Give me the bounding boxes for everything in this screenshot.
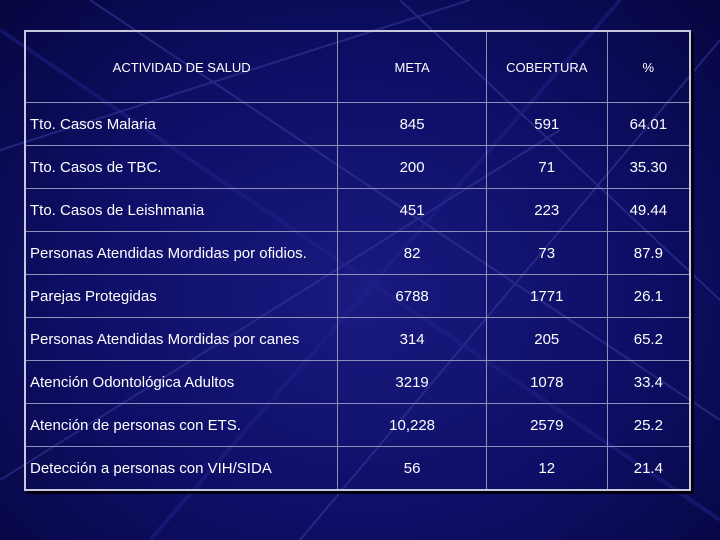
cell-meta: 314 <box>337 317 487 361</box>
table-row: Personas Atendidas Mordidas por canes 31… <box>24 317 691 361</box>
cell-cobertura: 1771 <box>485 274 608 318</box>
cell-cobertura: 2579 <box>485 403 608 447</box>
cell-percent: 21.4 <box>606 446 691 491</box>
cell-actividad: Detección a personas con VIH/SIDA <box>24 446 339 491</box>
cell-percent: 65.2 <box>606 317 691 361</box>
cell-meta: 3219 <box>337 360 487 404</box>
table-row: Detección a personas con VIH/SIDA 56 12 … <box>24 446 691 491</box>
cell-cobertura: 591 <box>485 102 608 146</box>
cell-actividad: Tto. Casos de TBC. <box>24 145 339 189</box>
cell-meta: 10,228 <box>337 403 487 447</box>
table-row: Atención Odontológica Adultos 3219 1078 … <box>24 360 691 404</box>
table-row: Parejas Protegidas 6788 1771 26.1 <box>24 274 691 318</box>
table-row: Tto. Casos de TBC. 200 71 35.30 <box>24 145 691 189</box>
table-row: Tto. Casos de Leishmania 451 223 49.44 <box>24 188 691 232</box>
cell-meta: 845 <box>337 102 487 146</box>
cell-meta: 451 <box>337 188 487 232</box>
cell-percent: 49.44 <box>606 188 691 232</box>
cell-actividad: Tto. Casos Malaria <box>24 102 339 146</box>
cell-percent: 25.2 <box>606 403 691 447</box>
cell-actividad: Parejas Protegidas <box>24 274 339 318</box>
table-row: Tto. Casos Malaria 845 591 64.01 <box>24 102 691 146</box>
cell-actividad: Atención de personas con ETS. <box>24 403 339 447</box>
cell-actividad: Personas Atendidas Mordidas por ofidios. <box>24 231 339 275</box>
table-row: Personas Atendidas Mordidas por ofidios.… <box>24 231 691 275</box>
header-cobertura: COBERTURA <box>485 30 608 103</box>
cell-meta: 6788 <box>337 274 487 318</box>
health-activity-table: ACTIVIDAD DE SALUD META COBERTURA % Tto.… <box>24 30 691 491</box>
cell-meta: 200 <box>337 145 487 189</box>
cell-percent: 87.9 <box>606 231 691 275</box>
cell-cobertura: 205 <box>485 317 608 361</box>
cell-cobertura: 73 <box>485 231 608 275</box>
cell-cobertura: 71 <box>485 145 608 189</box>
cell-percent: 35.30 <box>606 145 691 189</box>
cell-cobertura: 1078 <box>485 360 608 404</box>
cell-percent: 33.4 <box>606 360 691 404</box>
cell-meta: 82 <box>337 231 487 275</box>
cell-cobertura: 12 <box>485 446 608 491</box>
table-row: Atención de personas con ETS. 10,228 257… <box>24 403 691 447</box>
cell-actividad: Atención Odontológica Adultos <box>24 360 339 404</box>
cell-percent: 26.1 <box>606 274 691 318</box>
header-actividad: ACTIVIDAD DE SALUD <box>24 30 339 103</box>
cell-actividad: Personas Atendidas Mordidas por canes <box>24 317 339 361</box>
cell-percent: 64.01 <box>606 102 691 146</box>
table-header-row: ACTIVIDAD DE SALUD META COBERTURA % <box>24 30 691 103</box>
cell-cobertura: 223 <box>485 188 608 232</box>
cell-actividad: Tto. Casos de Leishmania <box>24 188 339 232</box>
header-percent: % <box>606 30 691 103</box>
header-meta: META <box>337 30 487 103</box>
cell-meta: 56 <box>337 446 487 491</box>
